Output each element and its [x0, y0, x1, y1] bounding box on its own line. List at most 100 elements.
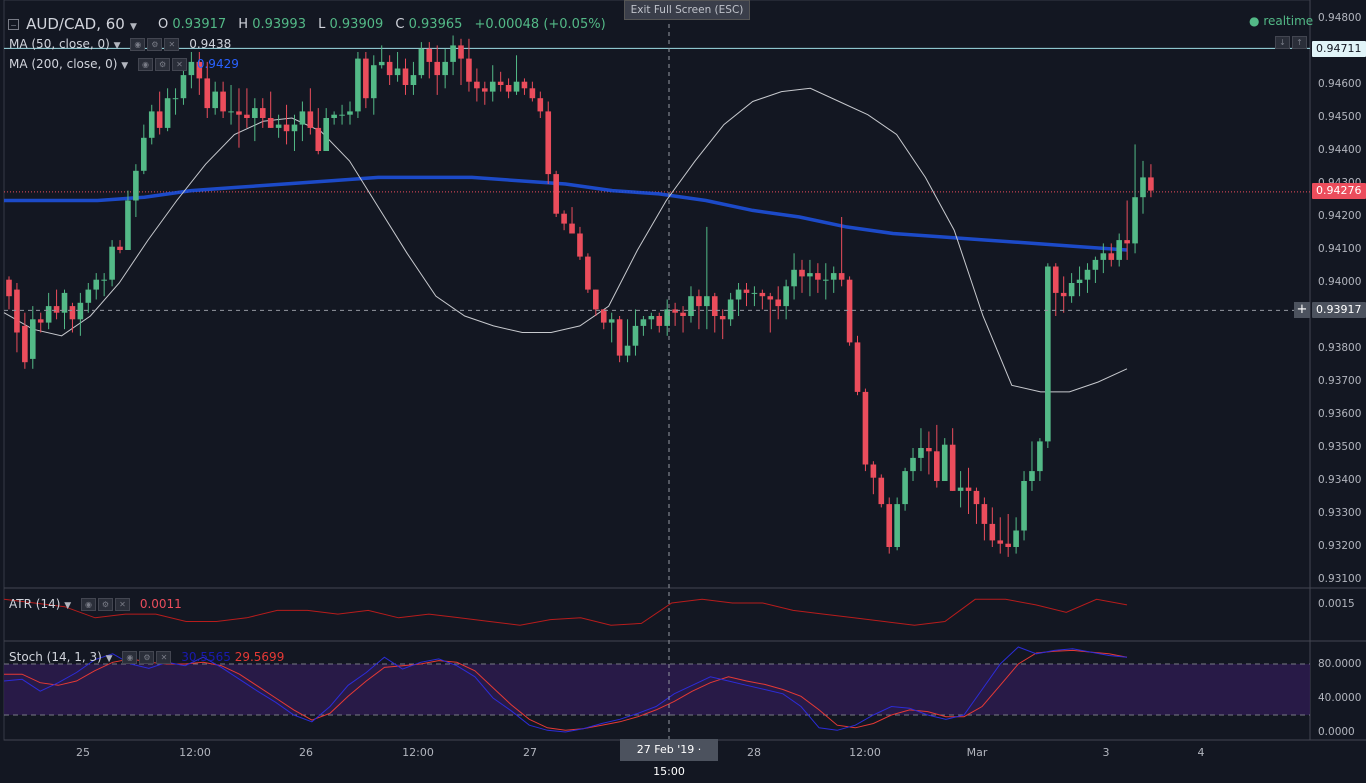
price-tick: 0.93100 [1318, 573, 1362, 585]
price-tick: 0.94200 [1318, 210, 1362, 222]
menu-icon[interactable]: − [8, 19, 19, 30]
candle-body [180, 75, 187, 99]
candle-body [1108, 253, 1115, 260]
time-tick: 4 [1197, 746, 1205, 759]
candle-body [29, 319, 36, 359]
candle-body [585, 256, 591, 290]
arrow-down-icon[interactable]: ↓ [1275, 36, 1290, 49]
candle-body [894, 504, 900, 547]
gear-icon[interactable]: ⚙ [139, 651, 155, 664]
candle-body [252, 108, 258, 118]
price-tick: 0.94100 [1318, 243, 1362, 255]
candle-body [370, 65, 377, 99]
candle-body [6, 279, 12, 297]
chevron-down-icon[interactable]: ▼ [113, 41, 121, 51]
stoch-k-value: 30.5565 [181, 650, 231, 664]
eye-icon[interactable]: ◉ [80, 598, 96, 611]
ma200-label[interactable]: MA (200, close, 0) [9, 57, 118, 71]
crosshair [4, 0, 1310, 740]
chevron-down-icon[interactable]: ▼ [121, 61, 129, 71]
gear-icon[interactable]: ⚙ [155, 58, 171, 71]
candle-body [1140, 177, 1146, 198]
candle-body [1132, 197, 1138, 244]
candle-body [981, 504, 988, 524]
time-tick: 25 [76, 746, 90, 759]
candle-body [331, 114, 337, 118]
atr-label[interactable]: ATR (14) [9, 597, 61, 611]
candle-body [315, 127, 322, 151]
ma50-label[interactable]: MA (50, close, 0) [9, 37, 110, 51]
candle-body [244, 114, 250, 118]
candle-body [934, 451, 940, 481]
candle-body [656, 316, 663, 326]
candle-body [339, 114, 345, 116]
candle-body [600, 309, 607, 323]
chevron-down-icon[interactable]: ▼ [105, 654, 113, 664]
candle-body [164, 98, 171, 128]
stoch-label[interactable]: Stoch (14, 1, 3) [9, 650, 102, 664]
eye-icon[interactable]: ◉ [122, 651, 138, 664]
symbol-title[interactable]: AUD/CAD, 60 [26, 15, 125, 33]
candle-body [69, 306, 76, 320]
scroll-controls: ↓ ↑ [1275, 32, 1309, 51]
atr-legend: ATR (14) ▼ ◉ ⚙ ✕ 0.0011 [9, 597, 182, 611]
chevron-down-icon[interactable]: ▼ [129, 22, 137, 32]
candle-body [902, 471, 908, 505]
low-value: 0.93909 [329, 17, 384, 32]
ma50-legend: MA (50, close, 0) ▼ ◉ ⚙ ✕ 0.9438 [9, 37, 231, 51]
candle-body [529, 88, 536, 99]
candle-body [1084, 269, 1091, 280]
crosshair-time-label: 27 Feb '19 · 15:00 [620, 739, 718, 778]
change-value: +0.00048 (+0.05%) [474, 17, 606, 32]
candle-body [1052, 266, 1059, 293]
candle-body [212, 91, 218, 109]
candle-body [593, 289, 599, 310]
time-tick: 12:00 [179, 746, 211, 759]
gear-icon[interactable]: ⚙ [147, 38, 163, 51]
candle-body [1029, 471, 1035, 481]
close-icon[interactable]: ✕ [156, 651, 172, 664]
chart-header: − AUD/CAD, 60 ▼ [8, 14, 137, 34]
high-value: 0.93993 [252, 17, 306, 32]
candle-body [363, 58, 369, 99]
candle-body [854, 342, 861, 392]
candle-body [727, 299, 734, 320]
candle-body [918, 448, 924, 458]
candle-body [926, 448, 932, 452]
close-icon[interactable]: ✕ [172, 58, 188, 71]
candle-body [846, 279, 853, 343]
candle-body [291, 124, 298, 132]
close-icon[interactable]: ✕ [114, 598, 130, 611]
exit-fullscreen-button[interactable]: Exit Full Screen (ESC) [624, 0, 750, 20]
candle-body [172, 98, 179, 100]
time-tick: 26 [299, 746, 313, 759]
chevron-down-icon[interactable]: ▼ [64, 601, 72, 611]
candle-body [608, 319, 615, 323]
candle-body [53, 306, 60, 313]
exit-fullscreen-label: Exit Full Screen (ESC) [630, 4, 744, 16]
time-tick: 27 [523, 746, 537, 759]
candle-body [648, 316, 655, 320]
close-icon[interactable]: ✕ [164, 38, 180, 51]
arrow-up-icon[interactable]: ↑ [1292, 36, 1307, 49]
gear-icon[interactable]: ⚙ [97, 598, 113, 611]
candle-body [941, 444, 948, 481]
candle-body [85, 289, 92, 303]
pane-borders [3, 0, 1366, 741]
candle-body [141, 137, 147, 171]
eye-icon[interactable]: ◉ [138, 58, 154, 71]
ma50-value: 0.9438 [189, 37, 232, 51]
price-tick: 0.93800 [1318, 342, 1362, 354]
realtime-label: realtime [1263, 14, 1314, 28]
candle-body [1116, 240, 1122, 260]
price-tag-last-label: 0.94276 [1316, 184, 1362, 197]
crosshair-plus-icon[interactable]: + [1294, 302, 1310, 318]
candle-body [553, 174, 559, 214]
candle-body [830, 273, 837, 280]
time-tick: 12:00 [849, 746, 881, 759]
eye-icon[interactable]: ◉ [130, 38, 146, 51]
candle-body [275, 124, 282, 128]
candle-body [22, 325, 28, 363]
candle-body [109, 246, 115, 280]
candle-body [466, 58, 472, 82]
